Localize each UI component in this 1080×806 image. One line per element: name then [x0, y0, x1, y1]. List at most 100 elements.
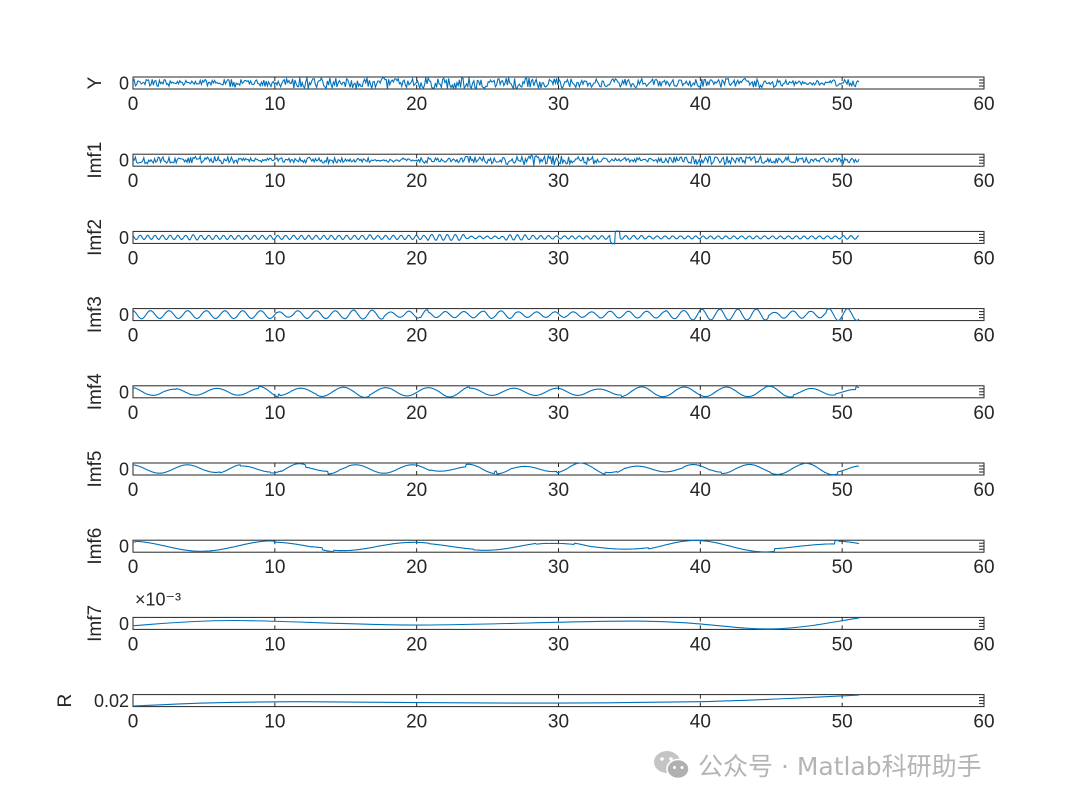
x-tick-label: 40 — [690, 480, 711, 501]
x-tick-label: 20 — [406, 248, 427, 269]
y-tick-label: 0 — [119, 74, 129, 94]
x-tick-label: 50 — [832, 480, 853, 501]
x-tick-label: 50 — [832, 712, 853, 733]
watermark: 公众号 · Matlab科研助手 — [652, 747, 982, 783]
x-tick-label: 10 — [264, 634, 285, 655]
x-tick-label: 50 — [832, 171, 853, 192]
x-tick-label: 10 — [264, 248, 285, 269]
x-tick-label: 20 — [406, 171, 427, 192]
y-axis-label: Imf4 — [85, 373, 106, 410]
x-tick-label: 20 — [406, 94, 427, 115]
x-tick-label: 30 — [548, 712, 569, 733]
x-tick-label: 50 — [832, 248, 853, 269]
x-tick-label: 10 — [264, 712, 285, 733]
x-tick-label: 10 — [264, 326, 285, 347]
subplot-imf1: 0 10 20 30 40 50 60 0 Imf1 — [85, 142, 995, 192]
x-tick-label: 60 — [973, 94, 994, 115]
series-line — [133, 76, 860, 90]
x-tick-label: 30 — [548, 480, 569, 501]
x-tick-label: 50 — [832, 326, 853, 347]
x-tick-label: 0 — [128, 712, 139, 733]
x-tick-label: 20 — [406, 712, 427, 733]
x-tick-label: 60 — [973, 480, 994, 501]
y-axis-label: R — [55, 694, 76, 708]
y-exponent-label: ×10⁻³ — [135, 589, 181, 609]
y-tick-label: 0 — [119, 537, 129, 557]
x-tick-label: 0 — [128, 94, 139, 115]
x-tick-label: 30 — [548, 557, 569, 578]
x-tick-label: 30 — [548, 94, 569, 115]
x-tick-label: 0 — [128, 634, 139, 655]
x-tick-label: 40 — [690, 557, 711, 578]
subplot-imf4: 0 10 20 30 40 50 60 0 Imf4 — [85, 373, 995, 424]
subplot-imf7: 0 10 20 30 40 50 60 0 Imf7 ×10⁻³ — [85, 589, 995, 655]
series-line — [133, 617, 860, 630]
y-tick-label: 0 — [119, 305, 129, 325]
subplot-imf2: 0 10 20 30 40 50 60 0 Imf2 — [85, 219, 995, 269]
x-tick-label: 60 — [973, 403, 994, 424]
y-axis-label: Imf3 — [85, 296, 106, 333]
x-tick-label: 40 — [690, 634, 711, 655]
subplot-imf3: 0 10 20 30 40 50 60 0 Imf3 — [85, 296, 995, 346]
x-tick-label: 10 — [264, 403, 285, 424]
series-line — [133, 385, 860, 398]
x-tick-label: 40 — [690, 248, 711, 269]
y-axis-label: Imf6 — [85, 528, 106, 565]
x-tick-label: 60 — [973, 634, 994, 655]
x-tick-label: 60 — [973, 557, 994, 578]
x-tick-label: 20 — [406, 326, 427, 347]
y-axis-label: Imf2 — [85, 219, 106, 256]
x-tick-label: 30 — [548, 403, 569, 424]
x-tick-label: 0 — [128, 326, 139, 347]
subplot-r: 0 10 20 30 40 50 60 0.02 R — [55, 691, 995, 733]
x-tick-label: 30 — [548, 248, 569, 269]
x-tick-label: 30 — [548, 171, 569, 192]
x-tick-label: 0 — [128, 248, 139, 269]
x-tick-label: 10 — [264, 94, 285, 115]
series-line — [133, 462, 859, 476]
x-tick-label: 40 — [690, 712, 711, 733]
watermark-text: 公众号 · Matlab科研助手 — [698, 752, 982, 781]
x-tick-label: 20 — [406, 403, 427, 424]
x-tick-label: 0 — [128, 403, 139, 424]
x-tick-label: 0 — [128, 557, 139, 578]
x-tick-label: 60 — [973, 248, 994, 269]
x-tick-label: 20 — [406, 634, 427, 655]
x-tick-label: 40 — [690, 326, 711, 347]
y-tick-label: 0.02 — [94, 691, 129, 711]
x-tick-label: 60 — [973, 712, 994, 733]
x-tick-label: 60 — [973, 326, 994, 347]
y-tick-label: 0 — [119, 614, 129, 634]
wechat-icon — [654, 751, 690, 780]
x-tick-label: 50 — [832, 403, 853, 424]
x-tick-label: 10 — [264, 480, 285, 501]
x-tick-label: 60 — [973, 171, 994, 192]
series-line — [133, 153, 860, 167]
x-tick-label: 10 — [264, 171, 285, 192]
subplot-imf5: 0 10 20 30 40 50 60 0 Imf5 — [85, 451, 995, 501]
x-tick-label: 40 — [690, 94, 711, 115]
x-tick-label: 20 — [406, 557, 427, 578]
series-line — [133, 308, 860, 322]
subplot-imf6: 0 10 20 30 40 50 60 0 Imf6 — [85, 528, 995, 578]
x-tick-label: 0 — [128, 480, 139, 501]
x-tick-label: 50 — [832, 634, 853, 655]
y-axis-label: Y — [85, 76, 106, 89]
x-tick-label: 30 — [548, 634, 569, 655]
series-line — [133, 539, 859, 553]
x-tick-label: 10 — [264, 557, 285, 578]
x-tick-label: 40 — [690, 171, 711, 192]
y-tick-label: 0 — [119, 382, 129, 402]
y-axis-label: Imf5 — [85, 451, 106, 488]
x-tick-label: 30 — [548, 326, 569, 347]
x-tick-label: 40 — [690, 403, 711, 424]
y-tick-label: 0 — [119, 151, 129, 171]
x-tick-label: 20 — [406, 480, 427, 501]
y-tick-label: 0 — [119, 228, 129, 248]
x-tick-label: 0 — [128, 171, 139, 192]
y-tick-label: 0 — [119, 460, 129, 480]
series-line — [133, 694, 860, 707]
y-axis-label: Imf1 — [85, 142, 106, 179]
